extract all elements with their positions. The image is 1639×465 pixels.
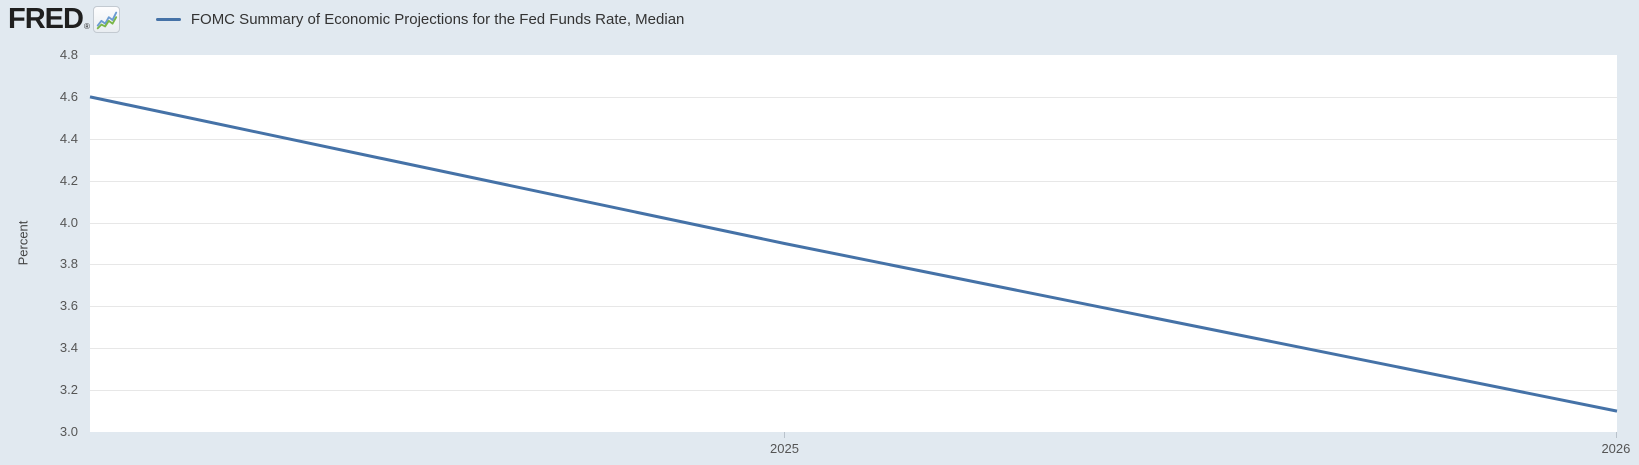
gridline — [90, 306, 1617, 308]
x-axis-tick-label: 2026 — [1601, 441, 1631, 456]
fred-sparkline-icon — [92, 6, 120, 33]
x-axis-tick-mark — [784, 432, 786, 438]
chart-header: FRED ® FOMC Summary of Economic Projecti… — [8, 4, 684, 34]
y-axis-tick-label: 3.6 — [59, 298, 78, 314]
gridline — [90, 348, 1617, 350]
series-legend: FOMC Summary of Economic Projections for… — [155, 10, 685, 28]
data-line-layer — [89, 95, 1618, 413]
fed-funds-median-projection-line[interactable] — [89, 95, 1618, 413]
y-axis-tick-label: 3.4 — [59, 340, 78, 356]
y-axis-tick-label: 4.0 — [59, 214, 78, 230]
y-axis-tick-label: 4.2 — [59, 172, 78, 188]
fred-logo[interactable]: FRED ® — [8, 3, 120, 35]
y-axis-title: Percent — [15, 220, 31, 266]
series-legend-label[interactable]: FOMC Summary of Economic Projections for… — [190, 10, 685, 28]
gridline — [90, 138, 1617, 140]
gridline — [90, 180, 1617, 182]
x-axis-tick-label: 2025 — [770, 441, 799, 456]
series-legend-line-marker — [155, 17, 181, 21]
gridline — [90, 222, 1617, 224]
y-axis-tick-label: 3.2 — [59, 382, 78, 398]
registered-trademark-symbol: ® — [83, 22, 90, 31]
plot-area[interactable] — [89, 55, 1618, 432]
gridline — [90, 264, 1617, 266]
y-axis-tick-label: 3.8 — [59, 256, 78, 272]
y-axis-tick-label: 4.4 — [59, 130, 78, 146]
fred-logo-text: FRED — [8, 3, 84, 35]
y-axis-tick-label: 4.8 — [59, 47, 78, 62]
y-axis-tick-label: 3.0 — [59, 424, 78, 439]
gridline — [90, 96, 1617, 98]
y-axis-tick-label: 4.6 — [59, 88, 78, 104]
x-axis-tick-mark — [1615, 432, 1617, 438]
gridline — [90, 390, 1617, 392]
